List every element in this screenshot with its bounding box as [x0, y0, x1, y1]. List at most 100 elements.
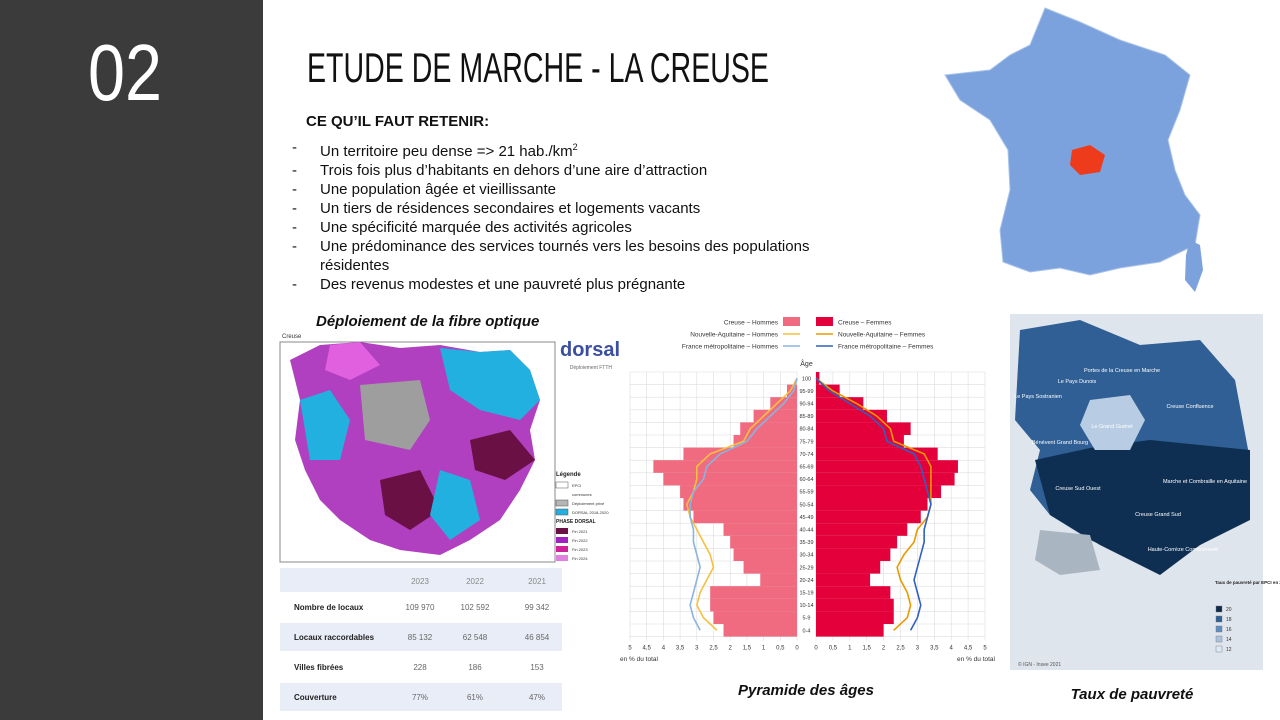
age-label: 70-74 — [799, 452, 813, 458]
table-cell: 153 — [530, 663, 544, 672]
legend-swatch — [556, 528, 568, 534]
subtitle: CE QU’IL FAUT RETENIR: — [306, 113, 489, 130]
bar — [683, 498, 797, 511]
table-cell: 47% — [529, 693, 545, 702]
x-tick-label: 4,5 — [964, 646, 973, 652]
legend-title: PHASE DORSAL — [556, 519, 596, 525]
x-tick-label: 0,5 — [776, 646, 785, 652]
row-header: Couverture — [294, 693, 337, 702]
bar — [743, 561, 797, 574]
x-tick-label: 5 — [983, 646, 987, 652]
axis-label: Âge — [800, 359, 813, 368]
legend-swatch — [1215, 635, 1223, 643]
bullet-text: Une population âgée et vieillissante — [320, 181, 556, 198]
x-tick-label: 0,5 — [829, 646, 838, 652]
legend-swatch — [556, 546, 568, 552]
x-tick-label: 2,5 — [709, 646, 718, 652]
age-label: 50-54 — [799, 502, 813, 508]
table-row-bg — [280, 683, 562, 711]
region-label: Bénévent Grand Bourg — [1032, 440, 1088, 446]
legend-label: DORSAL 2018-2020 — [572, 510, 609, 515]
map-zone — [1035, 440, 1250, 575]
legend-swatch — [1215, 625, 1223, 633]
legend-label: 18 — [1226, 617, 1232, 623]
legend-label: France métropolitaine – Femmes — [838, 344, 934, 351]
age-label: 30-34 — [799, 553, 813, 559]
map-area-label: Creuse — [282, 334, 302, 340]
map-zone — [1080, 395, 1145, 450]
bullet: Des revenus modestes et une pauvreté plu… — [290, 275, 850, 294]
column-header: 2021 — [528, 577, 546, 586]
bar — [816, 548, 891, 561]
x-tick-label: 2 — [882, 646, 886, 652]
x-tick-label: 0 — [814, 646, 818, 652]
x-tick-label: 4 — [662, 646, 666, 652]
region-label: Haute-Corrèze Communauté — [1148, 547, 1219, 553]
table-cell: 109 970 — [406, 603, 435, 612]
x-tick-label: 4,5 — [643, 646, 652, 652]
legend-swatch — [1215, 605, 1223, 613]
bar — [816, 598, 894, 612]
column-header: 2022 — [466, 577, 484, 586]
bar — [723, 624, 797, 637]
age-label: 65-69 — [799, 465, 813, 471]
bar — [816, 498, 928, 511]
legend-label: Fin 2022 — [572, 538, 588, 543]
france-map — [944, 7, 1203, 292]
age-label: 25-29 — [799, 565, 813, 571]
table-cell: 85 132 — [408, 633, 433, 642]
bullet: Un tiers de résidences secondaires et lo… — [290, 199, 850, 218]
age-label: 10-14 — [799, 603, 813, 609]
table-cell: 228 — [413, 663, 427, 672]
bar — [786, 384, 797, 398]
line — [685, 377, 798, 631]
bar — [693, 510, 797, 524]
creuse-highlight — [1070, 145, 1105, 175]
x-tick-label: 2 — [729, 646, 733, 652]
legend-label: Nouvelle-Aquitaine – Femmes — [838, 332, 926, 339]
table-row-bg — [280, 623, 562, 651]
caption: Pyramide des âges — [738, 682, 874, 699]
bullet: Une prédominance des services tournés ve… — [290, 237, 850, 275]
table-header-bg — [280, 568, 562, 592]
legend-swatch — [556, 555, 568, 561]
bar — [816, 372, 820, 385]
legend-label: 12 — [1226, 647, 1232, 653]
legend-swatch — [555, 499, 569, 507]
region-label: Portes de la Creuse en Marche — [1084, 368, 1160, 374]
age-label: 90-94 — [799, 402, 813, 408]
bar — [816, 586, 891, 599]
region-label: Creuse Confluence — [1166, 404, 1213, 410]
x-tick-label: 3,5 — [930, 646, 939, 652]
x-tick-label: 3 — [916, 646, 920, 652]
bar — [733, 548, 797, 561]
bar — [710, 586, 797, 599]
bar — [816, 460, 958, 473]
x-tick-label: 2,5 — [896, 646, 905, 652]
axis-label: en % du total — [620, 656, 658, 663]
legend-swatch — [555, 508, 569, 516]
legend-label: 16 — [1226, 627, 1232, 633]
bar — [816, 624, 884, 637]
corsica — [1185, 240, 1203, 292]
region-label: Le Pays Sostranien — [1014, 394, 1062, 400]
legend-label: 20 — [1226, 607, 1232, 613]
row-header: Villes fibrées — [294, 663, 344, 672]
table-row-bg — [280, 593, 562, 621]
legend-swatch — [816, 317, 833, 326]
table-cell: 99 342 — [525, 603, 550, 612]
x-tick-label: 3 — [695, 646, 699, 652]
age-label: 100 — [802, 376, 811, 382]
map-zone — [300, 390, 350, 460]
bullet: Une population âgée et vieillissante — [290, 180, 850, 199]
bullet-text: Des revenus modestes et une pauvreté plu… — [320, 276, 686, 293]
age-label: 60-64 — [799, 477, 813, 483]
map-zone — [440, 348, 540, 420]
bar — [683, 447, 797, 461]
bar — [753, 409, 797, 423]
bar — [653, 460, 797, 473]
bar — [816, 611, 894, 624]
bullet-text: Un territoire peu dense => 21 hab./km — [320, 143, 573, 160]
region-label: Le Grand Guéret — [1091, 424, 1133, 430]
bullet: Trois fois plus d’habitants en dehors d’… — [290, 161, 850, 180]
